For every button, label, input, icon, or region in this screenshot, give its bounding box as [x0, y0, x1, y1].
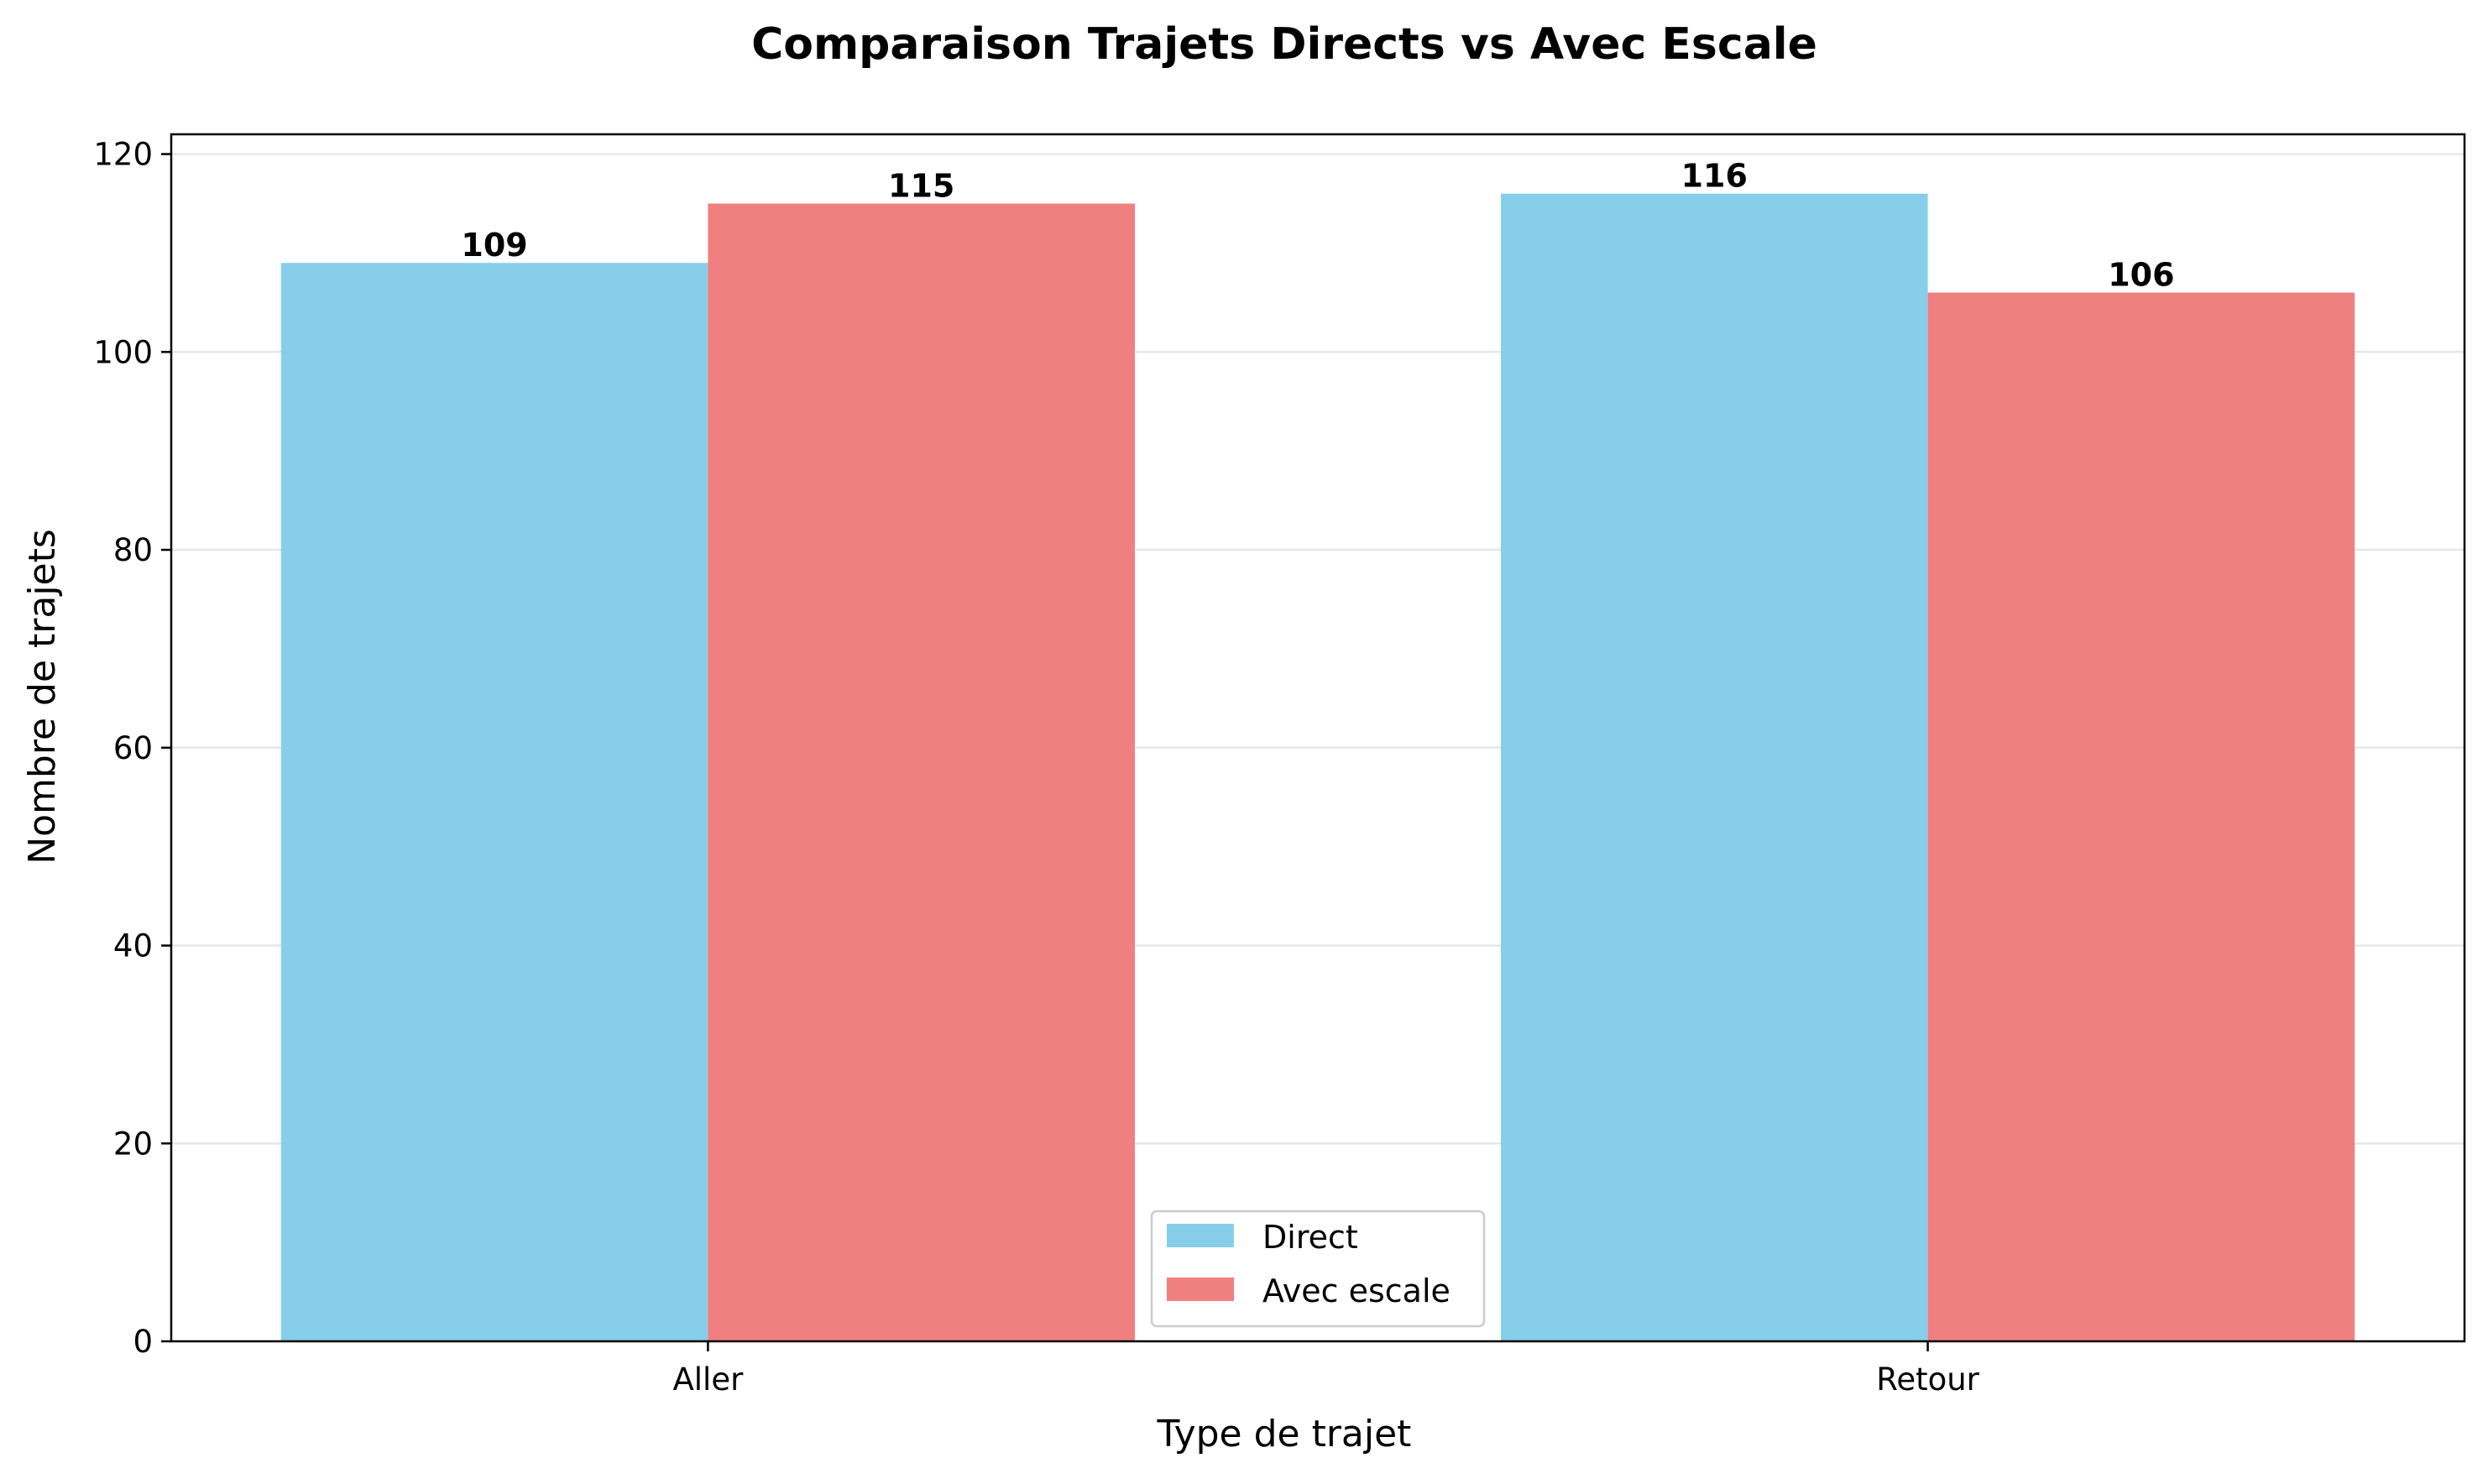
y-tick-label: 40	[113, 928, 153, 964]
bar-value-label: 116	[1681, 158, 1748, 195]
legend-swatch-avec-escale	[1167, 1278, 1234, 1301]
bar-value-label: 109	[461, 227, 527, 264]
plot-frame	[170, 133, 2466, 1343]
bar-value-label: 106	[2108, 257, 2174, 294]
bars	[280, 193, 2355, 1342]
bar-avec-escale-aller	[708, 203, 1136, 1342]
bar-direct-retour	[1500, 193, 1928, 1341]
y-tick-label: 0	[133, 1324, 153, 1360]
y-tick-label: 120	[93, 137, 153, 173]
x-axis-label: Type de trajet	[1157, 1413, 1412, 1455]
bar-avec-escale-retour	[1927, 292, 2355, 1342]
bar-direct-aller	[280, 263, 708, 1342]
y-tick-label: 60	[113, 730, 153, 766]
x-axis: Aller Retour	[672, 1341, 1980, 1398]
y-tick-label: 100	[93, 334, 153, 370]
value-labels: 109 116 115 106	[461, 158, 2174, 294]
x-tick-label: Aller	[672, 1361, 744, 1398]
legend-box	[1150, 1210, 1486, 1328]
legend-swatch-direct	[1167, 1224, 1234, 1247]
x-tick-label: Retour	[1876, 1361, 1979, 1398]
y-axis-label: Nombre de trajets	[21, 529, 64, 865]
legend-label-direct: Direct	[1262, 1219, 1358, 1256]
legend-label-avec-escale: Avec escale	[1262, 1272, 1450, 1309]
legend: Direct Avec escale	[1150, 1210, 1486, 1328]
y-axis: 0 20 40 60 80 100 120	[93, 137, 171, 1360]
bar-value-label: 115	[888, 168, 954, 205]
y-tick-label: 80	[113, 532, 153, 568]
chart-title: Comparaison Trajets Directs vs Avec Esca…	[751, 19, 1817, 70]
y-tick-label: 20	[113, 1126, 153, 1162]
